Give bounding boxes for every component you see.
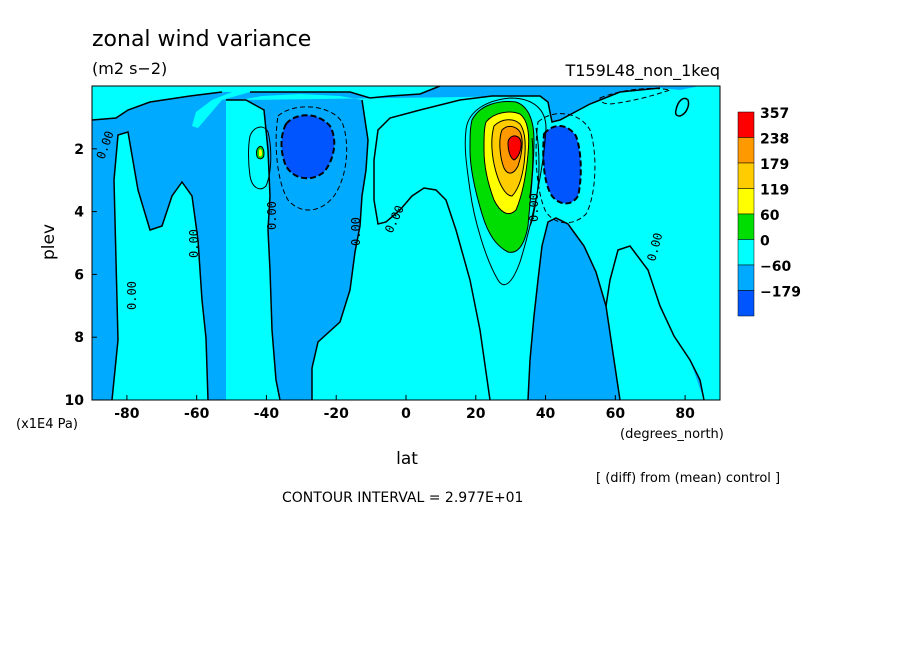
legend-label: 119 bbox=[760, 183, 789, 199]
small-positive-core bbox=[259, 149, 262, 157]
x-axis: -80 -60 -40 -20 0 20 40 60 80 bbox=[114, 395, 695, 422]
legend-label: 179 bbox=[760, 157, 789, 173]
contour-label: 0.00 bbox=[265, 201, 279, 230]
y-tick-label: 8 bbox=[74, 330, 84, 346]
y-axis-units: (x1E4 Pa) bbox=[16, 417, 78, 432]
x-tick-label: -20 bbox=[324, 406, 350, 422]
positive-region-upper bbox=[92, 86, 440, 128]
zero-contours bbox=[92, 86, 705, 400]
diff-note: [ (diff) from (mean) control ] bbox=[596, 471, 780, 486]
y-tick-label: 4 bbox=[74, 205, 84, 221]
legend-label: 238 bbox=[760, 132, 789, 148]
contour-field bbox=[92, 86, 720, 400]
x-axis-units: (degrees_north) bbox=[620, 427, 724, 442]
contour-label: 0.00 bbox=[187, 229, 201, 258]
y-tick-label: 10 bbox=[65, 393, 85, 409]
jet-side-contours bbox=[529, 127, 540, 227]
y-tick-label: 6 bbox=[74, 267, 84, 283]
experiment-label: T159L48_non_1keq bbox=[564, 61, 720, 81]
x-tick-label: -40 bbox=[254, 406, 280, 422]
contour-label: 0.00 bbox=[125, 281, 139, 310]
legend-swatch bbox=[737, 213, 755, 240]
legend-swatch bbox=[737, 137, 755, 164]
x-tick-label: -80 bbox=[114, 406, 140, 422]
x-tick-label: 40 bbox=[536, 406, 556, 422]
legend-swatch bbox=[737, 290, 755, 317]
negative-core-south bbox=[281, 115, 335, 179]
legend-label: 60 bbox=[760, 208, 780, 224]
y-tick-label: 2 bbox=[74, 142, 84, 158]
positive-region-right bbox=[606, 246, 704, 400]
positive-region-left bbox=[92, 86, 208, 400]
x-tick-label: 80 bbox=[675, 406, 695, 422]
chart-units: (m2 s−2) bbox=[92, 59, 167, 78]
positive-region-south-mid bbox=[226, 100, 280, 400]
legend-swatch bbox=[737, 239, 755, 266]
legend-label: 0 bbox=[760, 234, 770, 250]
y-axis: 2 4 6 8 10 bbox=[65, 142, 97, 409]
strong-negative-contours bbox=[280, 114, 582, 205]
contour-label: 0.00 bbox=[349, 217, 363, 246]
jet-maximum bbox=[508, 135, 522, 160]
legend-label: 357 bbox=[760, 106, 789, 122]
y-axis-label: plev bbox=[39, 224, 59, 260]
contour-label: 0.00 bbox=[527, 193, 541, 222]
positive-contours bbox=[248, 97, 547, 285]
positive-region-central bbox=[240, 86, 720, 400]
legend-swatch bbox=[737, 264, 755, 291]
legend-swatch bbox=[737, 162, 755, 189]
x-axis-label: lat bbox=[396, 449, 418, 469]
chart-title: zonal wind variance bbox=[92, 27, 311, 52]
legend-swatch bbox=[737, 111, 755, 138]
x-tick-label: 60 bbox=[606, 406, 626, 422]
legend-label: −179 bbox=[760, 285, 801, 301]
legend-swatch bbox=[737, 188, 755, 215]
x-tick-label: -60 bbox=[184, 406, 210, 422]
contour-interval: CONTOUR INTERVAL = 2.977E+01 bbox=[282, 490, 523, 506]
negative-core-north bbox=[543, 125, 581, 204]
x-tick-label: 0 bbox=[401, 406, 411, 422]
legend-label: −60 bbox=[760, 259, 791, 275]
color-legend: 357 238 179 119 60 0 −60 −179 bbox=[737, 106, 801, 317]
x-tick-label: 20 bbox=[466, 406, 486, 422]
